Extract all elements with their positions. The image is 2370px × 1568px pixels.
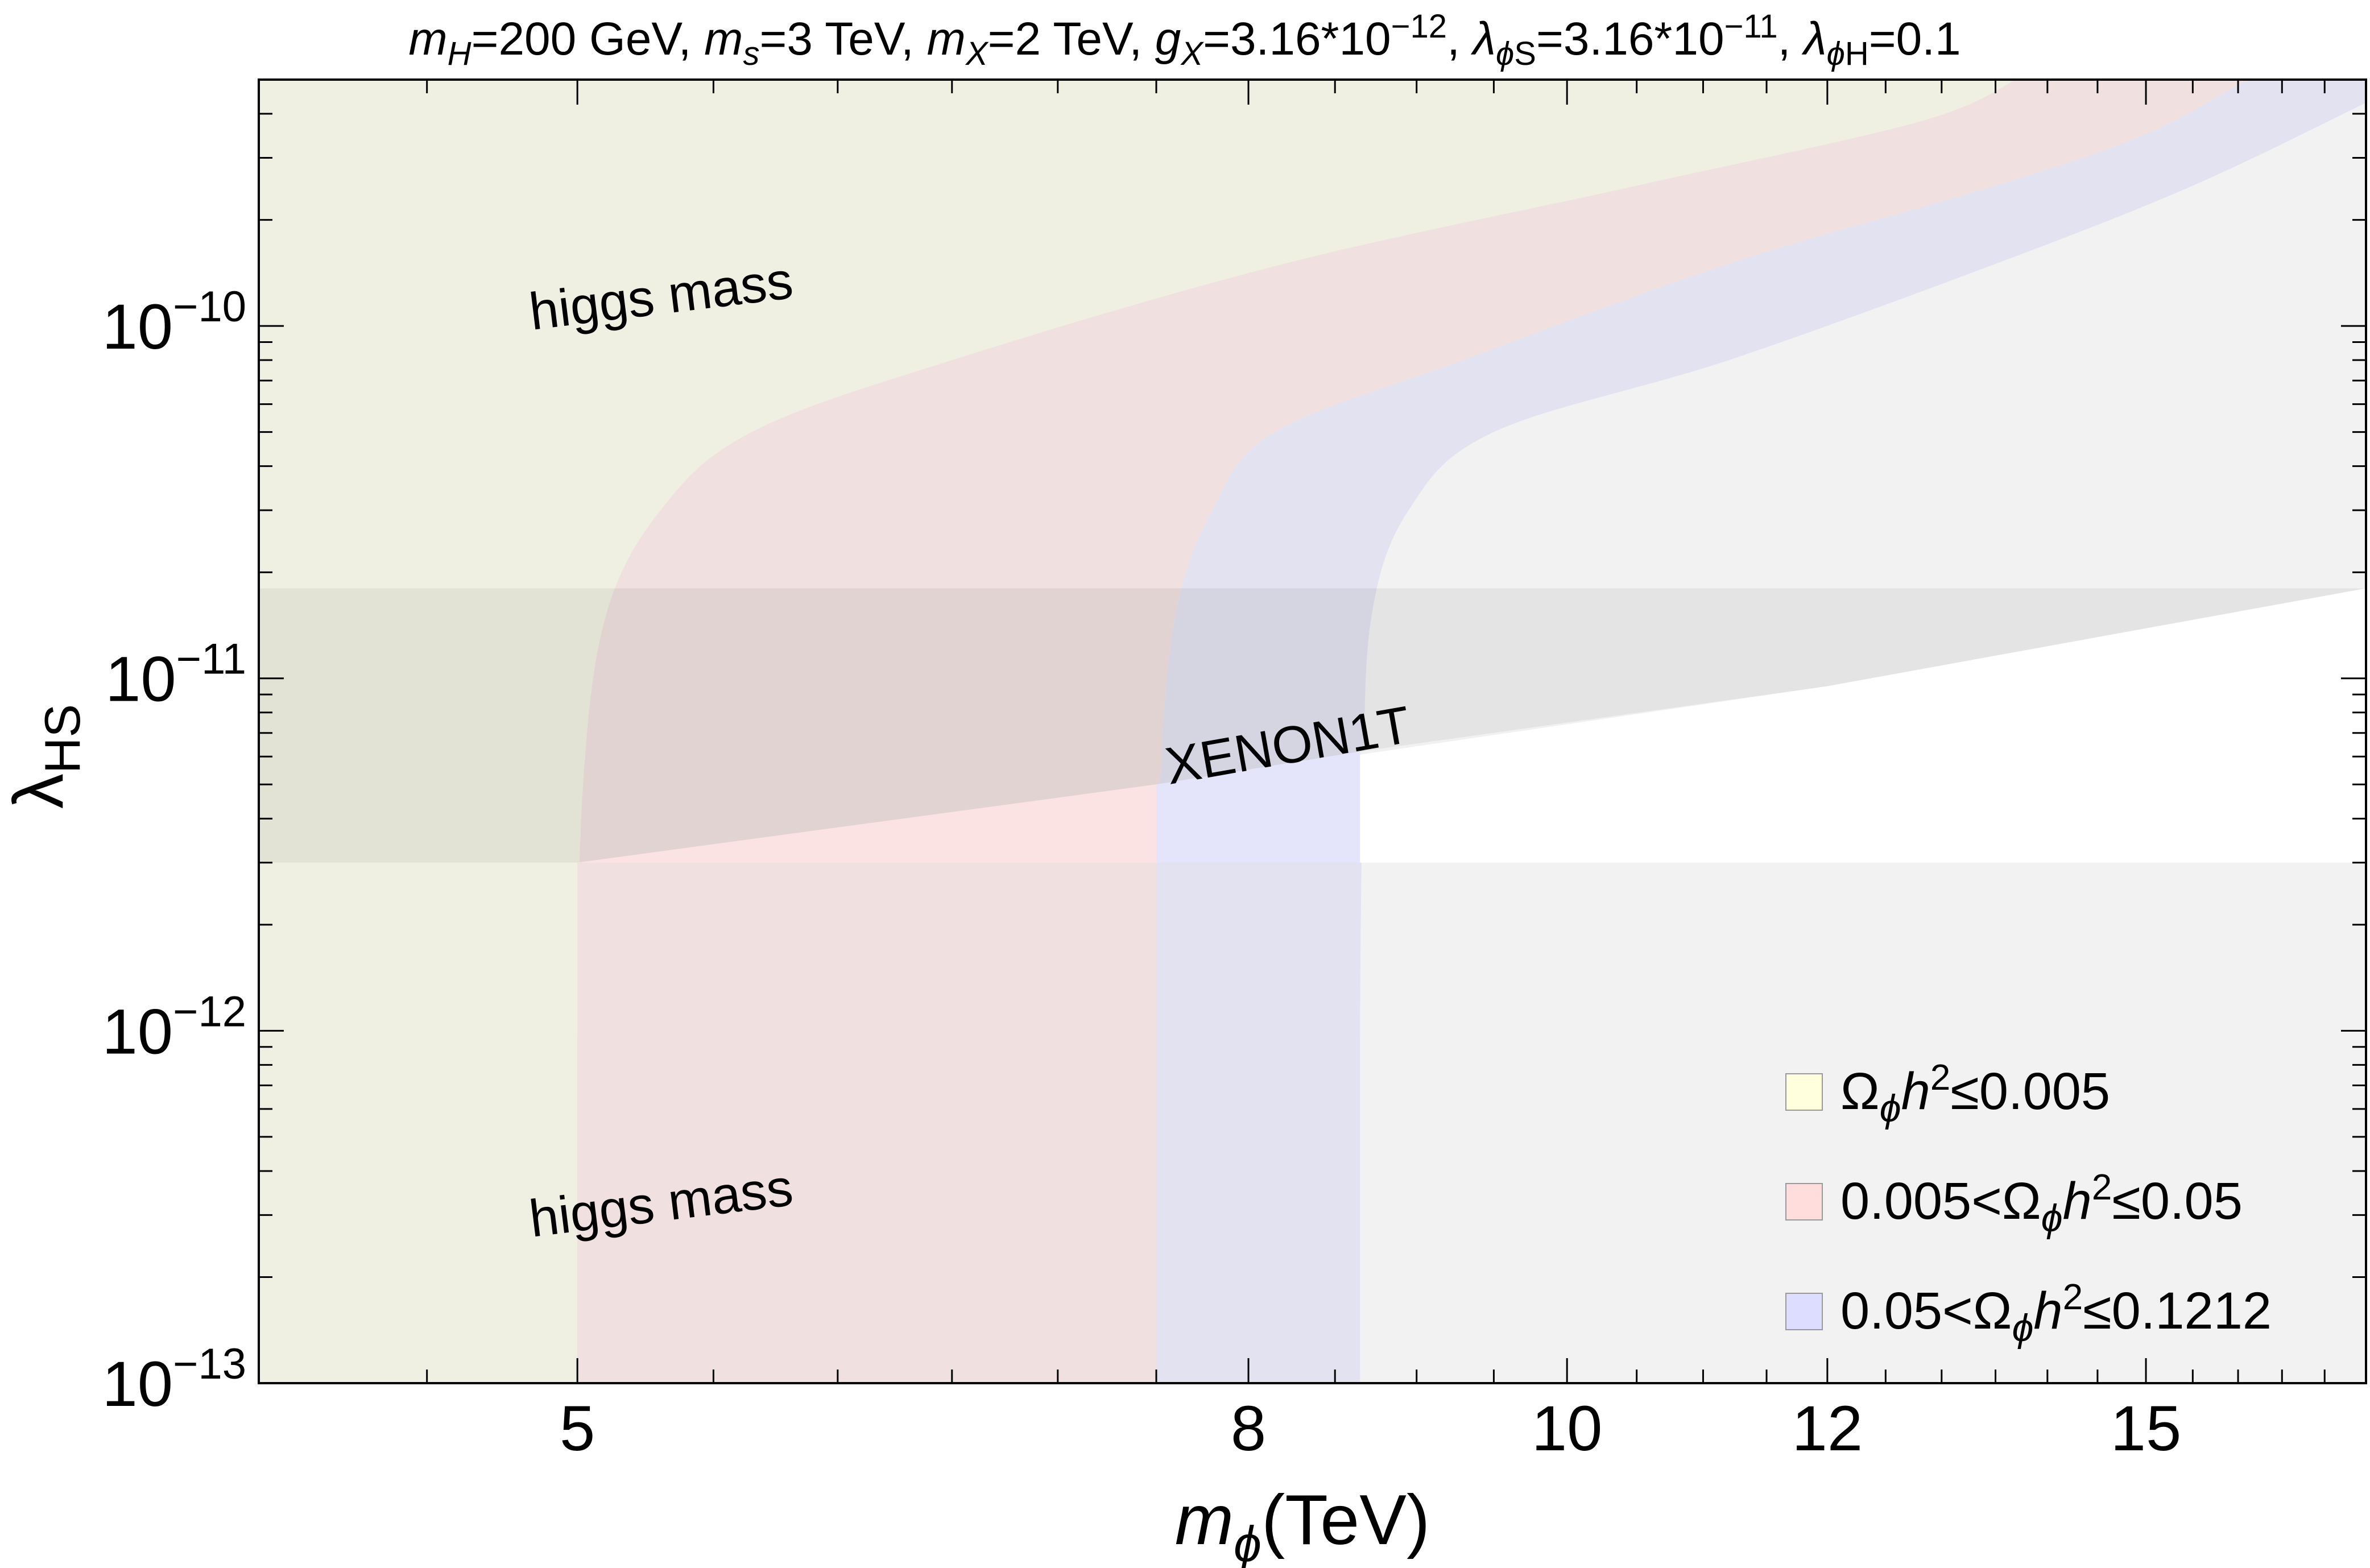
x-tick-label: 15 <box>2111 1393 2182 1464</box>
y-tick-label: 10−11 <box>105 635 246 715</box>
x-tick-label: 10 <box>1532 1393 1603 1464</box>
region-0.05-omega-0.1212 <box>1156 80 2366 1383</box>
region-xenon1t-excluded <box>259 588 2366 863</box>
x-tick-label: 5 <box>560 1393 595 1464</box>
legend-label: 0.05<Ωϕh2≤0.1212 <box>1840 1276 2272 1350</box>
blue-band-allowed <box>1156 751 1360 863</box>
x-axis-ticks: 5 8 10 12 15 <box>258 80 2367 1464</box>
pink-band-allowed <box>577 784 1157 863</box>
legend-swatch <box>1785 1073 1823 1111</box>
y-axis-label: λHS <box>0 704 90 809</box>
legend-swatch <box>1785 1183 1823 1221</box>
legend-swatch <box>1785 1293 1823 1330</box>
chart-title: mH=200 GeV, ms=3 TeV, mX=2 TeV, gX=3.16*… <box>408 8 1960 72</box>
plot-frame <box>258 78 2367 1384</box>
y-tick-label: 10−12 <box>102 987 247 1067</box>
allowed-region <box>1360 588 2366 863</box>
legend-label: 0.005<Ωϕh2≤0.05 <box>1840 1166 2243 1240</box>
lower-blue-strip <box>1156 862 1360 1383</box>
y-tick-label: 10−13 <box>102 1340 247 1420</box>
lower-yellow-strip <box>259 862 578 1383</box>
lower-pink-strip <box>577 862 1157 1383</box>
legend-label: Ωϕh2≤0.005 <box>1840 1057 2110 1130</box>
plot-regions <box>259 80 2366 1383</box>
band-overlays <box>259 751 1360 1383</box>
y-tick-label: 10−10 <box>102 283 247 362</box>
region-omega-le-0.005 <box>259 80 2017 1383</box>
legend: Ωϕh2≤0.005 0.005<Ωϕh2≤0.05 0.05<Ωϕh2≤0.121… <box>1785 1057 2272 1350</box>
x-axis-label: mϕ(TeV) <box>1175 1481 1430 1568</box>
x-tick-label: 12 <box>1792 1393 1863 1464</box>
x-tick-label: 8 <box>1231 1393 1266 1464</box>
y-axis-ticks: 10−13 10−12 10−11 10−10 <box>102 78 2366 1420</box>
